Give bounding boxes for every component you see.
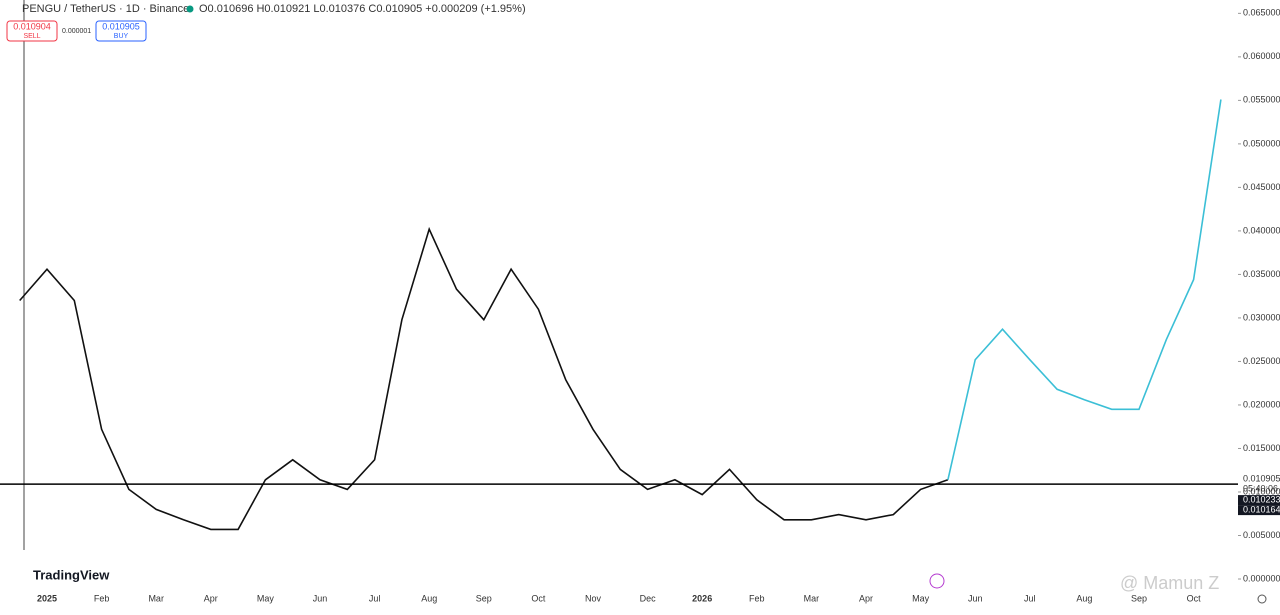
x-tick-label: Oct: [1187, 593, 1202, 603]
x-tick-label: Mar: [804, 593, 820, 603]
y-tick-label: 0.055000: [1243, 95, 1280, 105]
ohlc: O0.010696 H0.010921 L0.010376 C0.010905 …: [199, 3, 526, 15]
y-tick-label: 0.050000: [1243, 138, 1280, 148]
sell-button[interactable]: [6, 20, 58, 42]
last-price-label: 0.010905: [1243, 473, 1280, 483]
event-icon[interactable]: [929, 573, 945, 589]
y-tick-label: 0.065000: [1243, 8, 1280, 18]
logo: TradingView: [33, 567, 110, 582]
price-tag: 0.010164: [1243, 504, 1280, 514]
y-tick-label: 0.015000: [1243, 443, 1280, 453]
buy-button[interactable]: [95, 20, 147, 42]
y-tick-label: 0.010000: [1243, 486, 1280, 496]
y-tick-label: 0.030000: [1243, 312, 1280, 322]
price-tag: 0.010233: [1243, 494, 1280, 504]
countdown: 05:40:06: [1243, 483, 1278, 493]
status-dot: [186, 5, 194, 13]
sell-price: 0.010904: [13, 21, 51, 31]
watermark: @ Mamun Z: [1120, 573, 1219, 593]
x-tick-label: Apr: [859, 593, 873, 603]
price-tag-bg: [1238, 495, 1280, 506]
x-tick-label: Sep: [1131, 593, 1147, 603]
y-tick-label: 0.045000: [1243, 182, 1280, 192]
price-tag-bg: [1238, 505, 1280, 516]
x-tick-label: Dec: [640, 593, 657, 603]
x-tick-label: 2026: [692, 593, 712, 603]
y-tick-label: 0.060000: [1243, 51, 1280, 61]
x-tick-label: Jul: [369, 593, 381, 603]
buy-label: BUY: [114, 33, 129, 40]
y-tick-label: 0.040000: [1243, 225, 1280, 235]
price-line: [19, 226, 949, 531]
x-tick-label: Sep: [476, 593, 492, 603]
y-tick-label: 0.035000: [1243, 269, 1280, 279]
x-tick-label: Mar: [148, 593, 164, 603]
symbol: PENGU / TetherUS · 1D · Binance: [22, 3, 189, 15]
sell-label: SELL: [23, 33, 40, 40]
x-tick-label: Jul: [1024, 593, 1036, 603]
x-tick-label: Jun: [313, 593, 328, 603]
x-tick-label: May: [912, 593, 930, 603]
y-tick-label: 0.025000: [1243, 356, 1280, 366]
buy-price: 0.010905: [102, 21, 140, 31]
y-tick-label: 0.005000: [1243, 530, 1280, 540]
x-tick-label: Aug: [1076, 593, 1092, 603]
x-tick-label: Apr: [204, 593, 218, 603]
x-tick-label: Jun: [968, 593, 983, 603]
x-tick-label: Feb: [94, 593, 110, 603]
spread: 0.000001: [62, 28, 91, 35]
settings-icon[interactable]: [1257, 594, 1267, 604]
y-tick-label: 0.000000: [1243, 573, 1280, 583]
x-tick-label: Oct: [531, 593, 546, 603]
x-tick-label: May: [257, 593, 275, 603]
x-tick-label: Aug: [421, 593, 437, 603]
y-tick-label: 0.020000: [1243, 399, 1280, 409]
x-tick-label: Feb: [749, 593, 765, 603]
price-line: [947, 99, 1222, 480]
x-tick-label: Nov: [585, 593, 602, 603]
x-tick-label: 2025: [37, 593, 57, 603]
